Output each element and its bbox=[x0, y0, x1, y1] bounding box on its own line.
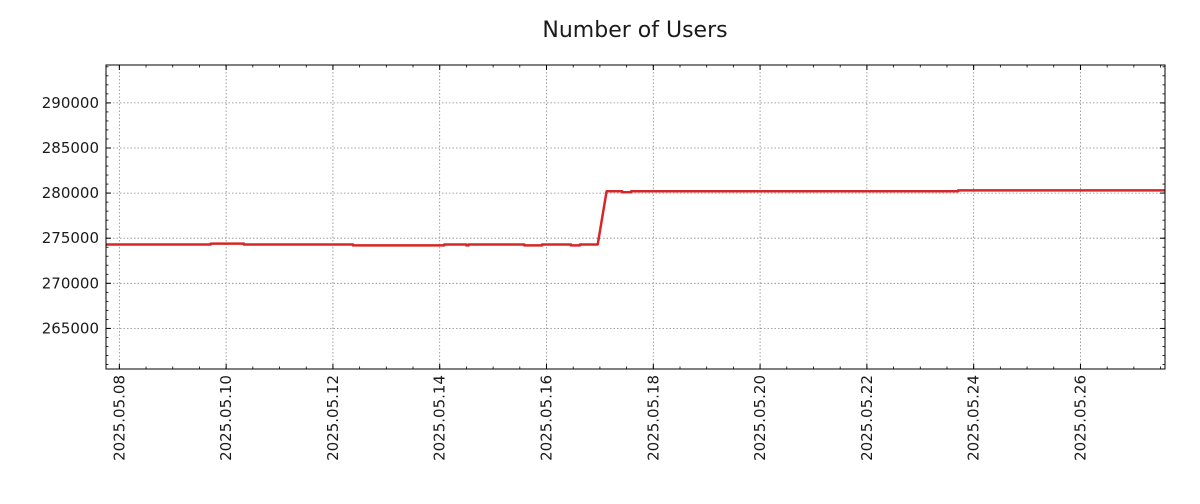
x-tick-label: 2025.05.16 bbox=[538, 375, 556, 461]
y-tick-label: 265000 bbox=[42, 319, 99, 337]
series-layer bbox=[106, 189, 1165, 247]
y-tick-label: 290000 bbox=[42, 94, 99, 112]
x-tick-label: 2025.05.08 bbox=[110, 375, 128, 461]
y-tick-label: 285000 bbox=[42, 139, 99, 157]
y-tick-label: 280000 bbox=[42, 184, 99, 202]
x-tick-label: 2025.05.24 bbox=[965, 375, 983, 461]
x-tick-label: 2025.05.10 bbox=[217, 375, 235, 461]
y-tick-label: 275000 bbox=[42, 229, 99, 247]
x-tick-label: 2025.05.20 bbox=[751, 375, 769, 461]
plot-area-frame bbox=[105, 64, 1166, 370]
series-line bbox=[106, 189, 1165, 247]
axis-ticks bbox=[106, 65, 1165, 369]
y-tick-label: 270000 bbox=[42, 274, 99, 292]
grid-lines bbox=[106, 65, 1165, 369]
x-tick-label: 2025.05.26 bbox=[1071, 375, 1089, 461]
x-tick-label: 2025.05.22 bbox=[858, 375, 876, 461]
tick-labels: 2025.05.08 2025.05.10 2025.05.12 2025.05.14… bbox=[42, 94, 1090, 461]
x-tick-label: 2025.05.12 bbox=[324, 375, 342, 461]
x-tick-label: 2025.05.18 bbox=[644, 375, 662, 461]
x-tick-label: 2025.05.14 bbox=[431, 375, 449, 461]
chart-title: Number of Users bbox=[542, 18, 727, 43]
